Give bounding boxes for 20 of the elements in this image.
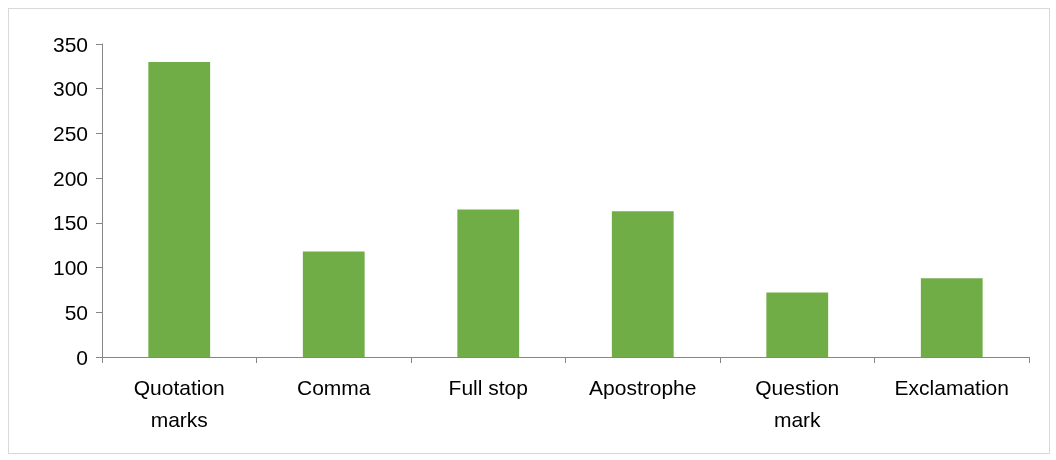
- x-tick-label: Question mark: [755, 375, 840, 431]
- y-tick-label: 200: [52, 166, 88, 190]
- x-tick-label: Full stop: [448, 375, 528, 399]
- y-tick-label: 250: [52, 121, 88, 145]
- y-tick-label: 150: [52, 211, 88, 235]
- y-tick-label: 0: [76, 345, 88, 369]
- x-tick-label: Quotation marks: [133, 375, 225, 431]
- y-tick-label: 350: [52, 32, 88, 56]
- bar: [611, 211, 674, 357]
- bar: [766, 292, 829, 357]
- x-tick-label: Comma: [296, 375, 371, 399]
- bar: [148, 61, 211, 357]
- bar: [457, 209, 520, 357]
- bar: [302, 251, 365, 357]
- y-tick-label: 50: [64, 300, 88, 324]
- y-tick-label: 300: [52, 77, 88, 101]
- x-tick-label: Apostrophe: [589, 375, 697, 399]
- y-tick-label: 100: [52, 256, 88, 280]
- x-tick-label: Exclamation: [894, 375, 1009, 399]
- bar: [920, 278, 983, 357]
